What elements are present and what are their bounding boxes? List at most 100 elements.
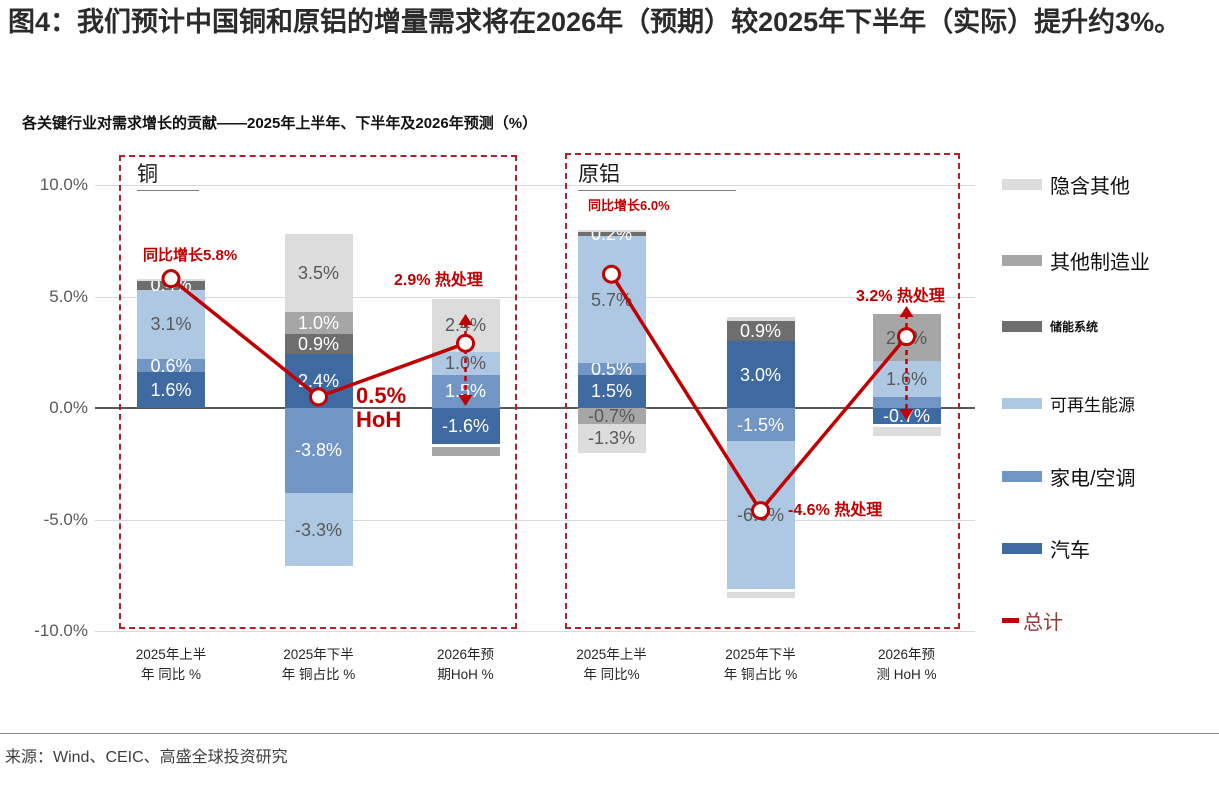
bar-segment-可再生能源: 3.1% bbox=[137, 289, 205, 359]
bar-segment-value: 1.0% bbox=[444, 353, 487, 374]
legend-item-汽车: 汽车 bbox=[1002, 534, 1090, 563]
bar-segment-隐含其他 bbox=[726, 316, 795, 322]
bar-segment-value: -0.7% bbox=[882, 405, 931, 426]
bar-segment-家电/空调: 0.6% bbox=[137, 355, 205, 376]
bar-segment-value: 2.4% bbox=[444, 315, 487, 336]
bar-segment-value: -1.5% bbox=[736, 414, 785, 435]
bar-segment-汽车: 1.6% bbox=[137, 372, 205, 408]
legend-dash-icon bbox=[1002, 618, 1019, 623]
panel-label-copper: 铜 bbox=[137, 158, 199, 191]
y-axis-tick: 0.0% bbox=[49, 398, 88, 417]
bar-segment-value: 1.6% bbox=[150, 380, 192, 401]
bar-segment-value: 0.9% bbox=[297, 334, 340, 355]
bar-segment-隐含其他: -1.3% bbox=[577, 423, 646, 453]
annotation-hoh: 0.5% HoH bbox=[356, 383, 407, 433]
bar-segment-可再生能源: -6.6% bbox=[726, 441, 795, 589]
annotation-yoy-growth: 同比增长6.0% bbox=[588, 198, 670, 213]
gridline bbox=[95, 631, 975, 632]
y-axis-tick: -10.0% bbox=[34, 621, 88, 640]
footer-divider bbox=[0, 733, 1219, 734]
annotation-yoy-growth: 同比增长5.8% bbox=[143, 247, 238, 264]
bar-segment-value: -3.8% bbox=[294, 440, 343, 461]
figure-title: 图4：我们预计中国铜和原铝的增量需求将在2026年（预期）较2025年下半年（实… bbox=[8, 7, 1182, 37]
bar-segment-储能系统: 0.2% bbox=[577, 225, 646, 243]
gridline bbox=[95, 296, 975, 298]
panel-frame-copper bbox=[119, 155, 517, 629]
bar-segment-汽车: -0.7% bbox=[872, 405, 941, 426]
x-category-label: 2026年预 期HoH % bbox=[436, 647, 495, 682]
bar-segment-value: -6.6% bbox=[736, 505, 785, 526]
legend-label: 其他制造业 bbox=[1050, 252, 1150, 274]
legend-label: 储能系统 bbox=[1050, 320, 1099, 334]
bar-segment-汽车: -1.6% bbox=[431, 408, 500, 444]
bar-segment-可再生能源: 1.0% bbox=[431, 352, 500, 375]
bar-segment-其他制造业: 1.0% bbox=[284, 312, 353, 335]
x-category-label: 2025年上半年 同比% bbox=[576, 647, 647, 682]
legend-item-其他制造业: 其他制造业 bbox=[1002, 246, 1150, 275]
legend-swatch-icon bbox=[1002, 321, 1042, 332]
annotation-hoh: -4.6% 热处理 bbox=[788, 502, 883, 519]
legend-item-总计: 总计 bbox=[1002, 606, 1063, 635]
x-category-label: 2025年下半年 铜占比 % bbox=[723, 647, 798, 682]
bar-segment-可再生能源: 1.6% bbox=[872, 361, 941, 397]
bar-segment-value: 2.4% bbox=[297, 371, 340, 392]
y-axis-tick: 10.0% bbox=[39, 175, 88, 194]
legend-label: 总计 bbox=[1023, 612, 1063, 634]
legend-swatch-icon bbox=[1002, 398, 1042, 409]
bar-segment-储能系统: 0.9% bbox=[284, 334, 353, 355]
bar-segment-value: 1.0% bbox=[297, 313, 340, 334]
bar-segment-隐含其他: 2.4% bbox=[431, 298, 500, 353]
bar-segment-隐含其他: 3.5% bbox=[284, 234, 353, 313]
chart-subtitle: 各关键行业对需求增长的贡献——2025年上半年、下半年及2026年预测（%） bbox=[22, 115, 538, 132]
gridline bbox=[95, 185, 975, 186]
bar-segment-value: 1.6% bbox=[885, 368, 928, 389]
bar-segment-储能系统: 0.9% bbox=[726, 321, 795, 342]
bar-segment-可再生能源: -3.3% bbox=[284, 492, 353, 567]
x-category-label: 2025年上半年 同比 % bbox=[135, 647, 207, 682]
bar-segment-汽车: 1.5% bbox=[577, 374, 646, 408]
annotation-forecast: 3.2% 热处理 bbox=[856, 288, 945, 305]
bar-segment-家电/空调: 0.5% bbox=[577, 360, 646, 378]
gridline bbox=[95, 519, 975, 521]
legend-swatch-icon bbox=[1002, 543, 1042, 554]
y-axis-tick: 5.0% bbox=[49, 286, 88, 306]
bar-segment-储能系统: 0.4% bbox=[137, 276, 205, 294]
bar-segment-value: 0.9% bbox=[739, 321, 782, 342]
bar-segment-其他制造业: -0.7% bbox=[577, 407, 646, 425]
bar-segment-家电/空调: -1.5% bbox=[726, 408, 795, 442]
bar-segment-value: 1.5% bbox=[444, 381, 487, 402]
bar-segment-隐含其他 bbox=[726, 591, 795, 599]
bar-segment-value: 3.0% bbox=[739, 364, 782, 385]
bar-segment-隐含其他 bbox=[137, 278, 205, 281]
bar-segment-汽车: 3.0% bbox=[726, 341, 795, 408]
legend-swatch-icon bbox=[1002, 471, 1042, 482]
legend-item-家电/空调: 家电/空调 bbox=[1002, 462, 1136, 491]
bar-segment-value: -1.6% bbox=[441, 415, 490, 436]
bar-segment-家电/空调: 1.5% bbox=[431, 374, 500, 408]
x-category-label: 2025年下半年 铜占比 % bbox=[281, 647, 356, 682]
bar-segment-其他制造业 bbox=[431, 446, 500, 456]
legend-item-可再生能源: 可再生能源 bbox=[1002, 391, 1135, 416]
bar-segment-可再生能源: 5.7% bbox=[577, 236, 646, 364]
legend-label: 家电/空调 bbox=[1050, 468, 1136, 490]
legend-label: 隐含其他 bbox=[1050, 176, 1130, 198]
y-axis-tick: -5.0% bbox=[43, 509, 88, 529]
bar-segment-value: 0.6% bbox=[150, 355, 192, 376]
bar-segment-汽车: 2.4% bbox=[284, 354, 353, 408]
legend-swatch-icon bbox=[1002, 179, 1042, 190]
annotation-forecast: 2.9% 热处理 bbox=[394, 272, 483, 289]
legend-item-储能系统: 储能系统 bbox=[1002, 318, 1098, 335]
source-note: 来源：Wind、CEIC、高盛全球投资研究 bbox=[5, 749, 288, 766]
bar-segment-value: 3.5% bbox=[297, 263, 340, 284]
legend-swatch-icon bbox=[1002, 255, 1042, 266]
panel-label-aluminum: 原铝 bbox=[578, 158, 736, 191]
bar-segment-value: 0.2% bbox=[590, 224, 633, 245]
bar-segment-其他制造业: 2.1% bbox=[872, 314, 941, 362]
legend-label: 汽车 bbox=[1050, 540, 1090, 562]
panel-frame-aluminum bbox=[565, 153, 960, 629]
bar-segment-value: -1.3% bbox=[587, 428, 636, 449]
legend-item-隐含其他: 隐含其他 bbox=[1002, 170, 1130, 199]
bar-segment-value: 3.1% bbox=[150, 314, 192, 335]
legend-label: 可再生能源 bbox=[1050, 396, 1135, 415]
